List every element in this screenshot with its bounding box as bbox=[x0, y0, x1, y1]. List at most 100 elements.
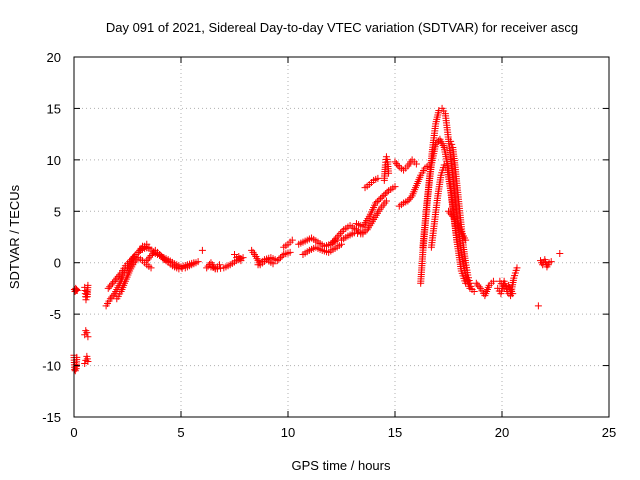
data-point bbox=[350, 229, 358, 237]
data-point bbox=[84, 357, 92, 365]
data-point-track bbox=[109, 291, 117, 299]
x-tick-label: 20 bbox=[495, 425, 509, 440]
data-point bbox=[130, 259, 138, 267]
data-point-track bbox=[159, 254, 167, 262]
data-point bbox=[143, 257, 151, 265]
data-point bbox=[382, 197, 390, 205]
data-point bbox=[385, 169, 393, 177]
x-axis-label: GPS time / hours bbox=[292, 458, 391, 473]
x-tick-label: 10 bbox=[281, 425, 295, 440]
data-point-track bbox=[377, 194, 385, 202]
data-point-track bbox=[278, 252, 286, 260]
data-point bbox=[175, 265, 183, 273]
data-point-track bbox=[375, 196, 383, 204]
data-point-track bbox=[448, 140, 456, 148]
data-point-track bbox=[148, 250, 156, 258]
data-point bbox=[432, 140, 440, 148]
data-point bbox=[203, 264, 211, 272]
data-point bbox=[213, 265, 221, 273]
data-point bbox=[404, 197, 412, 205]
chart-title: Day 091 of 2021, Sidereal Day-to-day VTE… bbox=[106, 20, 578, 35]
data-point bbox=[73, 286, 81, 294]
data-point-track bbox=[392, 160, 400, 168]
data-point-track bbox=[111, 276, 119, 284]
data-point bbox=[113, 274, 121, 282]
data-point bbox=[534, 302, 542, 310]
data-point bbox=[509, 290, 517, 298]
data-point-track bbox=[336, 229, 344, 237]
data-point-track bbox=[328, 238, 336, 246]
data-point bbox=[466, 279, 474, 287]
data-point-track bbox=[107, 281, 115, 289]
data-point-track bbox=[373, 198, 381, 206]
data-point-track bbox=[332, 235, 340, 243]
data-point bbox=[453, 238, 461, 246]
data-point bbox=[147, 252, 155, 260]
data-point bbox=[156, 250, 164, 258]
y-tick-label: 15 bbox=[47, 101, 61, 116]
data-point-track bbox=[433, 139, 441, 147]
data-point bbox=[71, 366, 79, 374]
data-point bbox=[106, 295, 114, 303]
data-point bbox=[462, 236, 470, 244]
data-point bbox=[547, 258, 555, 266]
data-point-track bbox=[178, 264, 186, 272]
data-point bbox=[472, 279, 480, 287]
data-point bbox=[198, 246, 206, 254]
data-point-track bbox=[160, 255, 168, 263]
data-point bbox=[447, 137, 455, 145]
data-point-track bbox=[131, 257, 139, 265]
data-point-track bbox=[475, 283, 483, 291]
axis-ticks: 0 5 10 15 20 25 -15 -10 -5 0 5 10 15 20 bbox=[42, 50, 616, 440]
y-tick-label: 10 bbox=[47, 153, 61, 168]
data-point bbox=[489, 277, 497, 285]
grid bbox=[74, 57, 609, 417]
data-point-track bbox=[354, 229, 362, 237]
data-point bbox=[126, 258, 134, 266]
data-point-track bbox=[108, 293, 116, 301]
y-tick-label: -15 bbox=[42, 410, 61, 425]
data-point bbox=[286, 248, 294, 256]
data-point-track bbox=[146, 253, 154, 261]
data-point-track bbox=[217, 264, 225, 272]
data-point-track bbox=[114, 272, 122, 280]
plot-frame bbox=[73, 56, 610, 418]
data-point-track bbox=[116, 271, 124, 279]
y-tick-label: 20 bbox=[47, 50, 61, 65]
data-point bbox=[378, 193, 386, 201]
data-point bbox=[83, 329, 91, 337]
data-point-track bbox=[474, 281, 482, 289]
data-point-track bbox=[330, 237, 338, 245]
data-point-track bbox=[446, 209, 454, 217]
data-point-track bbox=[383, 188, 391, 196]
data-point bbox=[391, 183, 399, 191]
x-tick-label: 15 bbox=[388, 425, 402, 440]
data-point-track bbox=[338, 228, 346, 236]
data-point bbox=[147, 264, 155, 272]
y-tick-label: -10 bbox=[42, 359, 61, 374]
data-point-track bbox=[405, 195, 413, 203]
data-point-track bbox=[447, 211, 455, 219]
data-point bbox=[109, 279, 117, 287]
data-point bbox=[445, 207, 452, 215]
data-point-track bbox=[277, 254, 285, 262]
data-point bbox=[84, 333, 92, 341]
data-points bbox=[70, 104, 564, 375]
data-point-track bbox=[381, 190, 389, 198]
data-point bbox=[391, 158, 399, 166]
data-point bbox=[513, 264, 521, 272]
data-point-track bbox=[204, 262, 212, 270]
data-point-track bbox=[394, 161, 402, 169]
data-point-track bbox=[335, 231, 343, 239]
data-point-track bbox=[144, 255, 152, 263]
x-tick-label: 0 bbox=[70, 425, 77, 440]
data-point bbox=[327, 240, 335, 248]
data-point bbox=[412, 160, 420, 168]
data-point bbox=[84, 281, 92, 289]
data-point bbox=[194, 258, 202, 266]
data-point-track bbox=[275, 255, 283, 263]
data-point bbox=[333, 233, 341, 241]
y-axis-label: SDTVAR / TECUs bbox=[7, 184, 22, 289]
y-tick-label: 0 bbox=[54, 256, 61, 271]
